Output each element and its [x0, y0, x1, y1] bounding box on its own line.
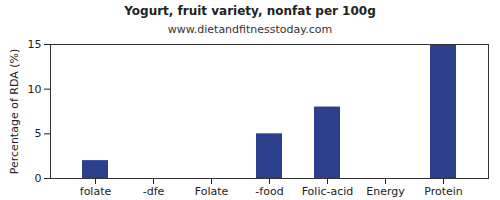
svg-text:Folate: Folate: [195, 185, 229, 198]
svg-text:5: 5: [35, 127, 42, 140]
svg-text:10: 10: [28, 83, 42, 96]
svg-text:0: 0: [35, 172, 42, 185]
svg-text:Folic-acid: Folic-acid: [302, 185, 354, 198]
svg-text:folate: folate: [80, 185, 112, 198]
svg-text:-food: -food: [255, 185, 283, 198]
svg-text:Protein: Protein: [424, 185, 463, 198]
svg-text:15: 15: [28, 38, 42, 51]
html-text:www.dietandfitnesstoday.com: www.dietandfitnesstoday.com: [167, 23, 333, 36]
svg-text:Percentage of RDA (%): Percentage of RDA (%): [8, 49, 21, 174]
svg-text:-dfe: -dfe: [143, 185, 165, 198]
svg-text:Energy: Energy: [366, 185, 405, 198]
html-text:Yogurt, fruit variety, nonfat: Yogurt, fruit variety, nonfat per 100g: [124, 4, 376, 18]
